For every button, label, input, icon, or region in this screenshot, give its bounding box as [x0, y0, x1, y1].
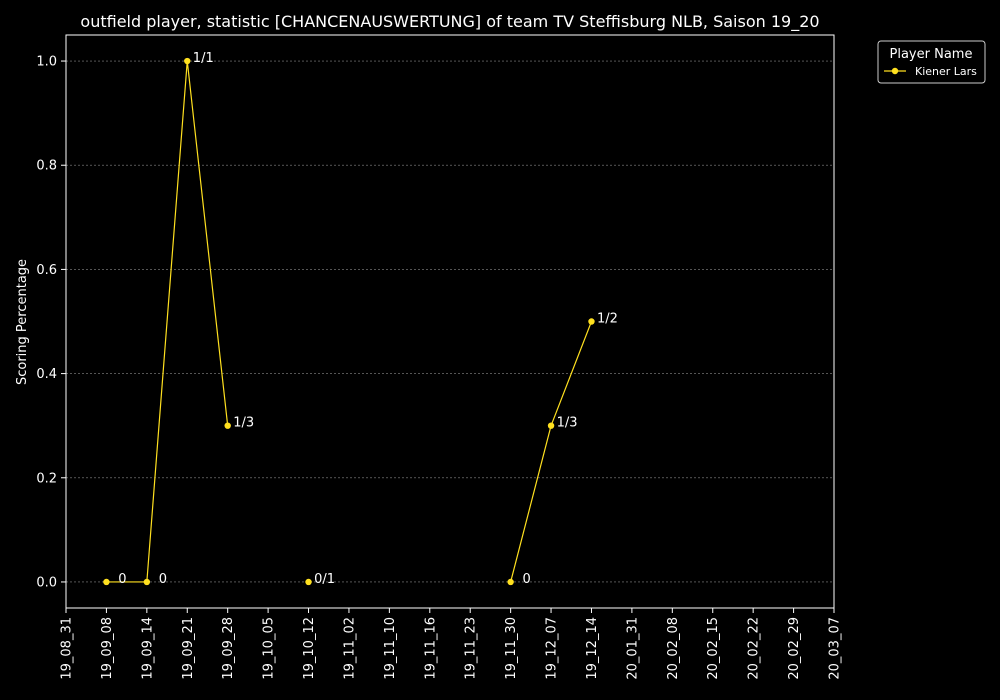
y-tick-label: 0.4 — [36, 367, 57, 382]
series-line — [106, 60, 229, 583]
chart-title: outfield player, statistic [CHANCENAUSWE… — [80, 12, 819, 32]
data-label: 1/3 — [557, 416, 578, 431]
y-tick-label: 0.0 — [36, 575, 57, 590]
x-tick-label: 19_09_21 — [181, 617, 196, 680]
plot-frame — [65, 34, 835, 609]
x-tick-label: 19_09_14 — [140, 617, 155, 680]
data-label: 0/1 — [314, 572, 335, 587]
data-point — [224, 422, 231, 429]
legend-box — [877, 40, 986, 84]
data-point — [103, 578, 110, 586]
y-axis-label: Scoring Percentage — [15, 259, 30, 385]
data-label: 1/1 — [193, 51, 214, 66]
legend: Player Name Kiener Lars — [877, 40, 986, 84]
legend-entry-kiener-lars: Kiener Lars — [915, 65, 977, 78]
x-tick-label: 19_08_31 — [60, 617, 75, 680]
x-tick-label: 19_12_14 — [585, 617, 600, 680]
data-label: 0 — [159, 572, 167, 587]
legend-point-marker — [891, 67, 899, 75]
data-label: 1/3 — [233, 416, 254, 431]
x-tick-label: 20_02_08 — [666, 617, 681, 680]
x-tick-label: 20_02_29 — [787, 617, 802, 680]
data-point — [507, 578, 514, 586]
data-point — [305, 578, 312, 586]
x-tick-label: 20_03_07 — [828, 617, 843, 680]
x-tick-label: 20_01_31 — [625, 617, 640, 680]
series-layer — [103, 57, 595, 586]
y-tick-label: 0.6 — [36, 263, 57, 278]
x-tick-label: 19_11_02 — [342, 617, 357, 680]
y-tick-label: 1.0 — [36, 55, 57, 70]
x-tick-label: 19_09_08 — [100, 617, 115, 680]
x-tick-label: 19_11_10 — [383, 617, 398, 680]
x-axis: 19_08_31 19_09_08 19_09_14 19_09_21 19_09_28… — [60, 608, 843, 680]
x-tick-label: 19_10_12 — [302, 617, 317, 680]
data-point — [184, 57, 191, 65]
data-label: 0 — [118, 572, 126, 587]
y-axis: 0.0 0.2 0.4 0.6 0.8 1.0 — [36, 55, 66, 590]
data-labels-layer: 0 0 1/1 1/3 0/1 0 1/3 1/2 — [118, 51, 618, 587]
grid-layer — [66, 60, 834, 583]
x-tick-label: 19_09_28 — [221, 617, 236, 680]
data-point — [547, 422, 555, 429]
x-tick-label: 20_02_15 — [706, 617, 721, 680]
data-point — [588, 318, 595, 325]
x-tick-label: 20_02_22 — [747, 617, 762, 680]
legend-title: Player Name — [890, 47, 973, 62]
x-tick-label: 19_11_23 — [464, 617, 479, 680]
x-tick-label: 19_12_07 — [545, 617, 560, 680]
x-tick-label: 19_11_30 — [504, 617, 519, 680]
y-tick-label: 0.2 — [36, 471, 57, 486]
data-label: 0 — [522, 572, 530, 587]
y-tick-label: 0.8 — [36, 159, 57, 174]
x-tick-label: 19_10_05 — [262, 617, 277, 680]
x-tick-label: 19_11_16 — [423, 617, 438, 680]
data-label: 1/2 — [597, 312, 618, 327]
data-point — [143, 578, 151, 586]
